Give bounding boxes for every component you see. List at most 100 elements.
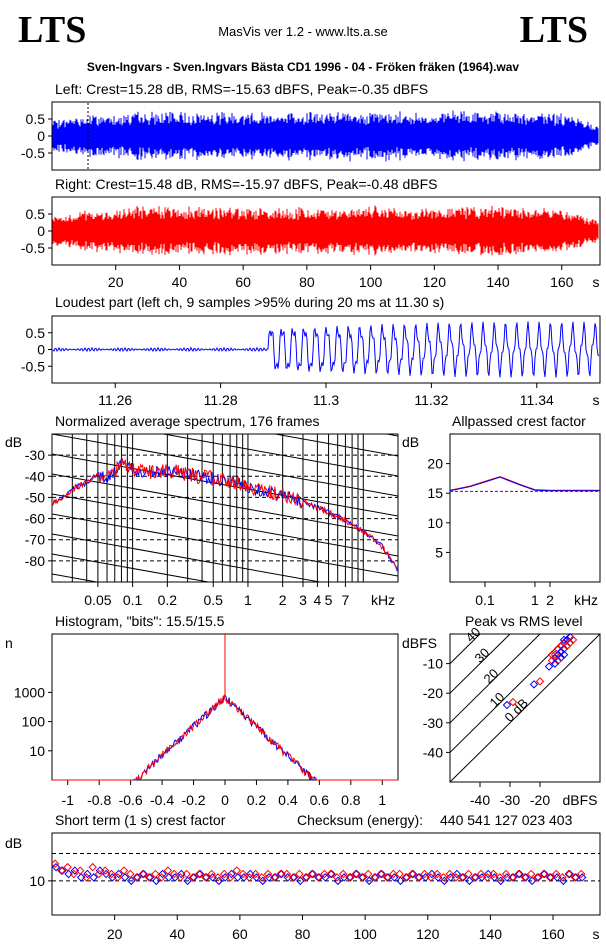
left-ytick-label: 0.5 — [26, 111, 46, 127]
allpass-xtick-label: 2 — [546, 592, 554, 608]
short-crest-left-point — [95, 866, 105, 875]
loudest-unit: s — [593, 392, 600, 408]
short-crest-xtick-label: 20 — [107, 926, 123, 942]
short-crest-right-point — [282, 869, 292, 879]
short-crest-left-point — [446, 873, 455, 882]
short-crest-xtick-label: 60 — [232, 926, 248, 942]
logo-left: LTS — [18, 9, 87, 51]
short-crest-left-point — [421, 873, 430, 882]
short-crest-left-point — [339, 873, 349, 882]
loudest-ytick-label: 0.5 — [26, 325, 46, 341]
spectrum-slope-line — [52, 553, 212, 582]
allpass-ytick-label: 15 — [427, 485, 443, 501]
short-crest-right-point — [570, 873, 580, 882]
histogram-xtick-label: 0.8 — [341, 792, 361, 808]
short-crest-left-point — [571, 873, 581, 882]
peak-rms-frame — [449, 633, 601, 783]
short-crest-right-point — [194, 869, 204, 879]
short-crest-left-point — [527, 876, 537, 886]
short-crest-left-point — [433, 873, 443, 882]
short-crest-right-point — [357, 873, 367, 882]
short-crest-left-point — [245, 869, 255, 879]
short-crest-left-point — [552, 873, 562, 882]
peak-rms-ylabel: dBFS — [402, 635, 437, 651]
short-crest-right-point — [295, 869, 304, 879]
loudest-xtick-label: 11.34 — [520, 392, 554, 408]
short-crest-right-point — [470, 873, 479, 882]
spectrum-ytick-label: -60 — [25, 511, 45, 527]
spectrum-slope-line — [52, 434, 398, 497]
histogram-ytick-label: 1000 — [14, 684, 45, 700]
short-crest-left-point — [233, 873, 242, 882]
short-crest-xtick-label: 160 — [541, 926, 565, 942]
short-crest-right-point — [207, 869, 216, 879]
time-tick-label: 20 — [108, 274, 124, 290]
peak-rms-xtick-label: -20 — [530, 792, 550, 808]
short-crest-unit: s — [593, 926, 600, 942]
short-crest-right-point — [457, 873, 467, 882]
short-crest-right-point — [307, 869, 317, 879]
short-crest-right-point — [257, 873, 267, 882]
short-crest-left-point — [258, 876, 267, 886]
short-crest-right-point — [232, 866, 241, 875]
spectrum-slope-lines — [52, 434, 398, 582]
short-crest-right-point — [476, 869, 486, 879]
spectrum-xtick-label: 0.5 — [203, 592, 223, 608]
short-crest-left-point — [390, 873, 399, 882]
short-crest-left-point — [277, 869, 286, 879]
time-tick-label: 160 — [550, 274, 574, 290]
short-crest-left-point — [114, 869, 123, 879]
short-crest-right-point — [332, 873, 342, 882]
spectrum-ylabel: dB — [5, 434, 22, 450]
short-crest-right-point — [526, 869, 536, 879]
short-crest-left-point — [415, 873, 424, 882]
left-waveform — [52, 110, 599, 162]
checksum-label: Checksum (energy): — [297, 812, 424, 828]
short-crest-right-point — [545, 873, 555, 882]
short-crest-left-point — [577, 873, 587, 882]
short-crest-left-point — [471, 873, 480, 882]
short-crest-right-point — [238, 869, 248, 879]
short-crest-left-point — [314, 873, 324, 882]
short-crest-xtick-label: 40 — [169, 926, 185, 942]
peak-rms-point — [544, 662, 554, 671]
spectrum-slope-line — [52, 473, 398, 537]
short-crest-left-point — [296, 876, 305, 886]
spectrum-right-curve — [51, 458, 399, 569]
short-crest-left-point — [70, 866, 80, 875]
short-crest-ylabel: dB — [5, 835, 22, 851]
short-crest-left-point — [158, 869, 167, 879]
peak-rms-point — [547, 656, 557, 665]
short-crest-right-point — [432, 869, 442, 879]
short-crest-left-point — [565, 869, 574, 879]
spectrum-xtick-label: 0.1 — [123, 592, 143, 608]
short-crest-right-point — [144, 873, 154, 882]
right-ytick-label: 0 — [37, 223, 45, 239]
peak-rms-point — [562, 635, 572, 645]
peak-rms-point — [562, 641, 572, 651]
allpass-unit: kHz — [574, 592, 598, 608]
short-crest-right-point — [182, 869, 191, 879]
peak-rms-point — [556, 653, 566, 662]
loudest-xtick-label: 11.32 — [414, 392, 448, 408]
spectrum-xtick-label: 1 — [244, 592, 252, 608]
allpass-ytick-label: 20 — [427, 456, 443, 472]
short-crest-left-point — [458, 873, 468, 882]
short-crest-left-point — [327, 869, 336, 879]
histogram-xtick-label: 0 — [221, 792, 229, 808]
short-crest-left-point — [239, 873, 249, 882]
histogram-left-curve — [52, 693, 398, 781]
short-crest-left-point — [64, 869, 73, 879]
short-crest-left-point — [521, 873, 531, 882]
short-crest-right-point — [414, 873, 423, 882]
peak-rms-point — [565, 632, 575, 642]
short-crest-right-point — [401, 873, 411, 882]
short-crest-right-point — [489, 869, 498, 879]
short-crest-left-point — [227, 869, 236, 879]
short-crest-left-point — [364, 876, 374, 886]
time-tick-label: 60 — [235, 274, 251, 290]
short-crest-left-point — [427, 869, 437, 879]
allpass-xtick-label: 0.1 — [475, 592, 495, 608]
short-crest-right-point — [163, 866, 173, 875]
short-crest-right-point — [82, 873, 91, 882]
